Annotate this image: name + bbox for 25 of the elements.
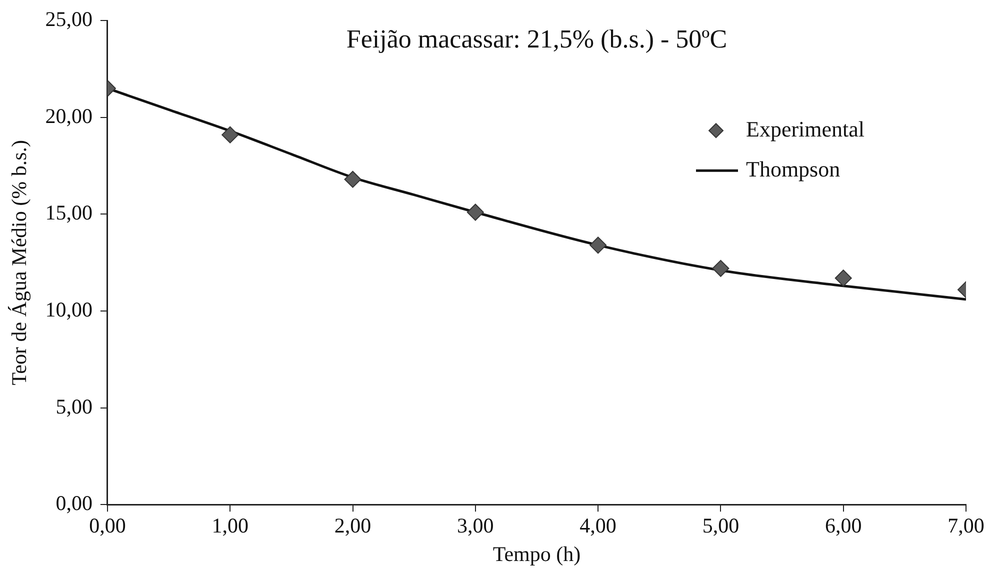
x-tick-label: 0,00	[89, 514, 126, 538]
point	[834, 270, 852, 287]
x-tick-label: 3,00	[457, 514, 494, 538]
y-tick-label: 5,00	[56, 394, 92, 418]
legend-label: Experimental	[746, 116, 865, 142]
y-tick-label: 10,00	[45, 298, 92, 322]
point	[222, 126, 239, 144]
y-tick-label: 25,00	[45, 7, 92, 32]
x-tick-label: 1,00	[212, 514, 248, 538]
legend-label: Thompson	[746, 156, 840, 182]
point	[344, 170, 362, 188]
x-tick-label: 7,00	[948, 514, 984, 538]
point	[712, 260, 730, 277]
point	[466, 204, 484, 221]
y-tick-label: 15,00	[45, 200, 92, 225]
y-axis-title: Teor de Água Médio (% b.s.)	[7, 140, 32, 386]
x-tick-label: 5,00	[702, 514, 740, 538]
x-tick-label: 6,00	[824, 514, 862, 538]
x-axis-title: Tempo (h)	[492, 542, 581, 566]
chart-title: Feijão macassar: 21,5% (b.s.) - 50ºC	[346, 24, 728, 54]
y-tick-label: 0,00	[56, 491, 92, 516]
y-tick-label: 20,00	[45, 104, 92, 128]
point	[590, 236, 607, 254]
x-tick-label: 2,00	[334, 514, 372, 538]
x-tick-label: 4,00	[580, 514, 616, 538]
